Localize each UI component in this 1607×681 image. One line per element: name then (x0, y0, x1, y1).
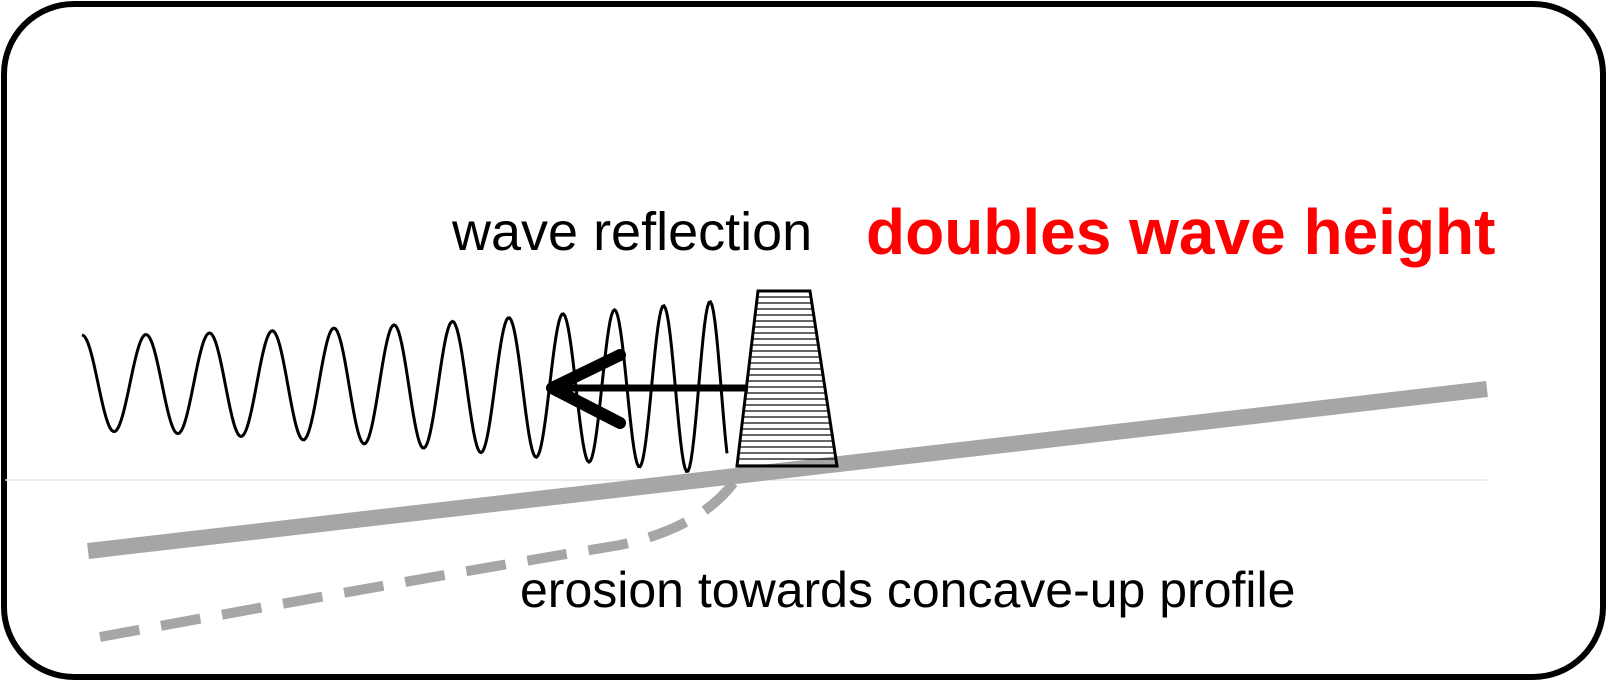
erosion-label: erosion towards concave-up profile (520, 562, 1295, 618)
doubles-wave-height-label: doubles wave height (866, 196, 1495, 268)
wave-reflection-label: wave reflection (451, 202, 812, 262)
reflected-wave (81, 300, 729, 474)
breakwater-structure-icon (735, 289, 839, 468)
eroded-profile-line (99, 467, 747, 642)
seabed-slope-line (87, 381, 1488, 559)
arrow-icon (546, 349, 748, 429)
